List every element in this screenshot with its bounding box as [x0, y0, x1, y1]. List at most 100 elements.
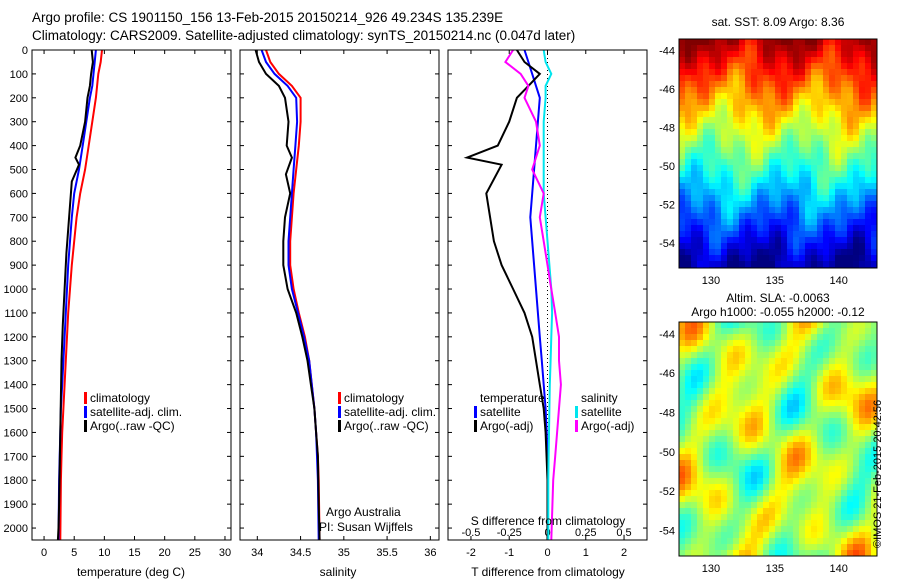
- heatmap-cell: [859, 436, 866, 443]
- heatmap-cell: [769, 237, 776, 244]
- heatmap-cell: [781, 45, 788, 52]
- heatmap-cell: [841, 388, 848, 395]
- heatmap-cell: [703, 75, 710, 82]
- heatmap-cell: [739, 478, 746, 485]
- heatmap-cell: [697, 159, 704, 166]
- heatmap-cell: [823, 237, 830, 244]
- heatmap-cell: [685, 69, 692, 76]
- heatmap-cell: [709, 93, 716, 100]
- heatmap-cell: [733, 117, 740, 124]
- heatmap-cell: [733, 496, 740, 503]
- heatmap-cell: [751, 243, 758, 250]
- heatmap-cell: [691, 183, 698, 190]
- heatmap-cell: [745, 484, 752, 491]
- heatmap-cell: [859, 243, 866, 250]
- heatmap-cell: [865, 219, 872, 226]
- heatmap-cell: [847, 424, 854, 431]
- heatmap-cell: [715, 153, 722, 160]
- heatmap-cell: [841, 370, 848, 377]
- heatmap-cell: [811, 418, 818, 425]
- heatmap-cell: [799, 490, 806, 497]
- heatmap-cell: [805, 358, 812, 365]
- heatmap-cell: [721, 424, 728, 431]
- heatmap-cell: [745, 538, 752, 545]
- heatmap-cell: [865, 544, 872, 551]
- heatmap-cell: [709, 400, 716, 407]
- heatmap-cell: [721, 454, 728, 461]
- x-tick-label: 36: [424, 547, 436, 559]
- x-tick-label: 135: [766, 275, 784, 287]
- heatmap-cell: [799, 81, 806, 88]
- heatmap-cell: [865, 207, 872, 214]
- heatmap-cell: [847, 436, 854, 443]
- heatmap-cell: [727, 478, 734, 485]
- heatmap-cell: [775, 400, 782, 407]
- heatmap-cell: [703, 436, 710, 443]
- heatmap-cell: [847, 141, 854, 148]
- heatmap-cell: [823, 231, 830, 238]
- heatmap-cell: [787, 183, 794, 190]
- heatmap-cell: [739, 358, 746, 365]
- heatmap-cell: [811, 45, 818, 52]
- heatmap-cell: [769, 352, 776, 359]
- heatmap-cell: [859, 412, 866, 419]
- heatmap-cell: [841, 466, 848, 473]
- heatmap-cell: [787, 111, 794, 118]
- heatmap-cell: [763, 159, 770, 166]
- heatmap-cell: [787, 502, 794, 509]
- heatmap-cell: [751, 478, 758, 485]
- heatmap-cell: [847, 352, 854, 359]
- heatmap-cell: [781, 394, 788, 401]
- heatmap-cell: [697, 117, 704, 124]
- difference-plot: -2 -1 0 1 2-0.5 -0.25 0 0.25 0.5: [448, 49, 647, 559]
- figure-title-line1: Argo profile: CS 1901150_156 13-Feb-2015…: [32, 10, 504, 25]
- heatmap-cell: [775, 261, 782, 268]
- heatmap-cell: [751, 135, 758, 142]
- heatmap-cell: [769, 117, 776, 124]
- heatmap-cell: [727, 189, 734, 196]
- heatmap-cell: [793, 177, 800, 184]
- heatmap-cell: [721, 472, 728, 479]
- heatmap-cell: [757, 406, 764, 413]
- heatmap-cell: [775, 364, 782, 371]
- heatmap-cell: [775, 183, 782, 190]
- heatmap-cell: [709, 159, 716, 166]
- heatmap-cell: [787, 63, 794, 70]
- heatmap-cell: [835, 532, 842, 539]
- heatmap-cell: [823, 388, 830, 395]
- heatmap-cell: [805, 544, 812, 551]
- heatmap-cell: [787, 406, 794, 413]
- heatmap-cell: [805, 75, 812, 82]
- heatmap-cell: [859, 424, 866, 431]
- heatmap-cell: [799, 69, 806, 76]
- heatmap-cell: [835, 340, 842, 347]
- heatmap-cell: [697, 538, 704, 545]
- heatmap-cell: [799, 63, 806, 70]
- heatmap-cell: [751, 520, 758, 527]
- heatmap-cell: [817, 123, 824, 130]
- heatmap-cell: [775, 243, 782, 250]
- x2-tick-label: 0.25: [575, 527, 596, 539]
- heatmap-cell: [811, 352, 818, 359]
- heatmap-cell: [859, 177, 866, 184]
- heatmap-cell: [739, 153, 746, 160]
- heatmap-cell: [745, 75, 752, 82]
- heatmap-cell: [703, 81, 710, 88]
- heatmap-cell: [823, 484, 830, 491]
- heatmap-cell: [727, 532, 734, 539]
- heatmap-cell: [733, 460, 740, 467]
- heatmap-cell: [733, 159, 740, 166]
- salinity-panel: salinity climatology satellite-adj. clim…: [239, 49, 440, 579]
- heatmap-cell: [697, 189, 704, 196]
- heatmap-cell: [859, 508, 866, 515]
- heatmap-cell: [829, 225, 836, 232]
- heatmap-cell: [859, 502, 866, 509]
- heatmap-cell: [823, 165, 830, 172]
- heatmap-cell: [679, 225, 686, 232]
- heatmap-cell: [847, 508, 854, 515]
- heatmap-cell: [703, 45, 710, 52]
- heatmap-cell: [799, 376, 806, 383]
- heatmap-cell: [739, 207, 746, 214]
- heatmap-cell: [787, 532, 794, 539]
- heatmap-cell: [847, 430, 854, 437]
